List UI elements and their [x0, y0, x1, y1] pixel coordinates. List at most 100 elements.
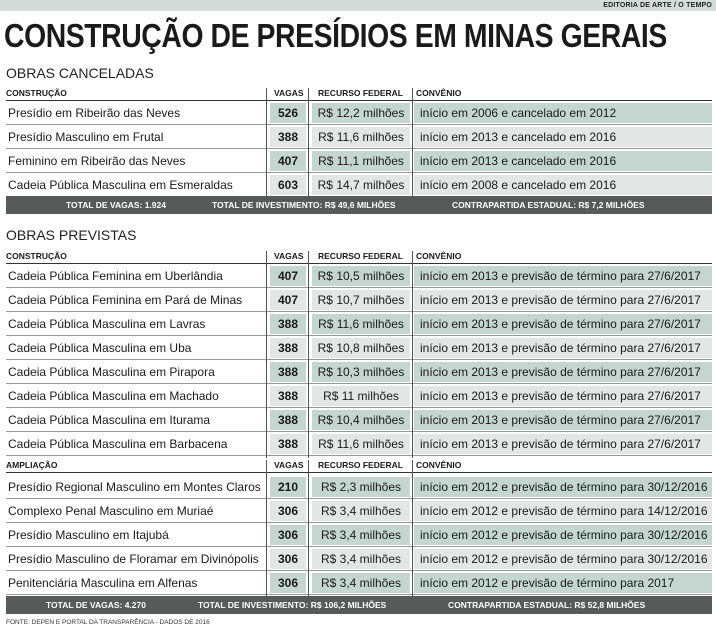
header-recurso: RECURSO FEDERAL: [318, 250, 403, 262]
table-row: Cadeia Pública Feminina em Uberlândia 407…: [6, 264, 712, 288]
header-vagas: VAGAS: [274, 250, 304, 262]
column-divider: [266, 460, 267, 596]
header-recurso: RECURSO FEDERAL: [318, 459, 403, 471]
vagas-cell: 603: [270, 175, 306, 195]
column-divider: [412, 251, 413, 458]
total-investimento: TOTAL DE INVESTIMENTO: R$ 49,6 MILHÕES: [212, 196, 396, 214]
column-divider: [308, 460, 309, 596]
name-cell: Cadeia Pública Masculina em Barbacena: [6, 434, 264, 454]
name-cell: Presídio em Ribeirão das Neves: [6, 103, 264, 123]
column-divider: [412, 88, 413, 196]
vagas-cell: 388: [270, 434, 306, 454]
table-row: Cadeia Pública Masculina em Barbacena 388…: [6, 432, 712, 456]
name-cell: Cadeia Pública Masculina em Machado: [6, 386, 264, 406]
name-cell: Cadeia Pública Masculina em Iturama: [6, 410, 264, 430]
table-row: Presídio Regional Masculino em Montes Cl…: [6, 475, 712, 499]
convenio-cell: início em 2013 e previsão de término par…: [414, 338, 712, 358]
name-cell: Penitenciária Masculina em Alfenas: [6, 573, 264, 593]
recurso-cell: R$ 3,4 milhões: [312, 525, 410, 545]
recurso-cell: R$ 10,3 milhões: [312, 362, 410, 382]
total-vagas: TOTAL DE VAGAS: 1.924: [66, 196, 166, 214]
table-row: Complexo Penal Masculino em Muriaé 306 R$ …: [6, 499, 712, 523]
vagas-cell: 306: [270, 525, 306, 545]
vagas-cell: 388: [270, 338, 306, 358]
header-convenio: CONVÊNIO: [416, 459, 461, 471]
vagas-cell: 306: [270, 549, 306, 569]
name-cell: Cadeia Pública Masculina em Esmeraldas: [6, 175, 264, 195]
vagas-cell: 388: [270, 410, 306, 430]
vagas-cell: 407: [270, 266, 306, 286]
table-row: Cadeia Pública Masculina em Pirapora 388 R…: [6, 360, 712, 384]
table-row: Cadeia Pública Masculina em Lavras 388 R$ …: [6, 312, 712, 336]
source-note: FONTE: DEPEN E PORTAL DA TRANSPARÊNCIA -…: [6, 619, 210, 627]
convenio-cell: início em 2013 e previsão de término par…: [414, 434, 712, 454]
name-cell: Feminino em Ribeirão das Neves: [6, 151, 264, 171]
table-row: Presídio Masculino de Floramar em Divinó…: [6, 547, 712, 571]
recurso-cell: R$ 10,4 milhões: [312, 410, 410, 430]
recurso-cell: R$ 12,2 milhões: [312, 103, 410, 123]
table-row: Presídio Masculino em Itajubá 306 R$ 3,4 m…: [6, 523, 712, 547]
name-cell: Presídio Masculino em Frutal: [6, 127, 264, 147]
vagas-cell: 388: [270, 314, 306, 334]
convenio-cell: início em 2013 e previsão de término par…: [414, 362, 712, 382]
vagas-cell: 388: [270, 127, 306, 147]
convenio-cell: início em 2012 e previsão de término par…: [414, 573, 712, 593]
convenio-cell: início em 2012 e previsão de término par…: [414, 525, 712, 545]
column-divider: [308, 251, 309, 458]
table-row: Presídio em Ribeirão das Neves 526 R$ 12,2…: [6, 101, 712, 125]
convenio-cell: início em 2012 e previsão de término par…: [414, 477, 712, 497]
table-row: Cadeia Pública Feminina em Pará de Minas…: [6, 288, 712, 312]
column-divider: [266, 88, 267, 196]
header-recurso: RECURSO FEDERAL: [318, 87, 403, 99]
convenio-cell: início em 2013 e cancelado em 2016: [414, 127, 712, 147]
convenio-cell: início em 2008 e cancelado em 2016: [414, 175, 712, 195]
recurso-cell: R$ 2,3 milhões: [312, 477, 410, 497]
name-cell: Cadeia Pública Feminina em Uberlândia: [6, 266, 264, 286]
vagas-cell: 526: [270, 103, 306, 123]
recurso-cell: R$ 11 milhões: [312, 386, 410, 406]
name-cell: Cadeia Pública Masculina em Uba: [6, 338, 264, 358]
header-convenio: CONVÊNIO: [416, 87, 461, 99]
convenio-cell: início em 2013 e previsão de término par…: [414, 314, 712, 334]
totals-bar-canceladas: TOTAL DE VAGAS: 1.924 TOTAL DE INVESTIME…: [6, 196, 712, 214]
convenio-cell: início em 2013 e previsão de término par…: [414, 290, 712, 310]
convenio-cell: início em 2012 e previsão de término par…: [414, 501, 712, 521]
header-row-ampliacao: AMPLIAÇÃO VAGAS RECURSO FEDERAL CONVÊNIO: [6, 458, 712, 473]
header-construcao: CONSTRUÇÃO: [6, 250, 67, 262]
vagas-cell: 388: [270, 386, 306, 406]
total-vagas: TOTAL DE VAGAS: 4.270: [46, 596, 146, 614]
name-cell: Cadeia Pública Feminina em Pará de Minas: [6, 290, 264, 310]
convenio-cell: início em 2013 e previsão de término par…: [414, 386, 712, 406]
table-row: Cadeia Pública Masculina em Esmeraldas 60…: [6, 173, 712, 197]
name-cell: Presídio Regional Masculino em Montes Cl…: [6, 477, 264, 497]
section-title-canceladas: OBRAS CANCELADAS: [6, 64, 154, 82]
page-title: CONSTRUÇÃO DE PRESÍDIOS EM MINAS GERAIS: [4, 14, 667, 58]
header-vagas: VAGAS: [274, 459, 304, 471]
contrapartida-estadual: CONTRAPARTIDA ESTADUAL: R$ 52,8 MILHÕES: [448, 596, 645, 614]
name-cell: Cadeia Pública Masculina em Pirapora: [6, 362, 264, 382]
header-ampliacao: AMPLIAÇÃO: [6, 459, 57, 471]
recurso-cell: R$ 11,6 milhões: [312, 127, 410, 147]
table-row: Cadeia Pública Masculina em Machado 388 R$…: [6, 384, 712, 408]
convenio-cell: início em 2006 e cancelado em 2012: [414, 103, 712, 123]
totals-bar-previstas: TOTAL DE VAGAS: 4.270 TOTAL DE INVESTIME…: [6, 596, 712, 614]
column-divider: [266, 251, 267, 458]
header-vagas: VAGAS: [274, 87, 304, 99]
vagas-cell: 306: [270, 573, 306, 593]
table-row: Cadeia Pública Masculina em Iturama 388 R$…: [6, 408, 712, 432]
table-row: Presídio Masculino em Frutal 388 R$ 11,6 m…: [6, 125, 712, 149]
recurso-cell: R$ 14,7 milhões: [312, 175, 410, 195]
contrapartida-estadual: CONTRAPARTIDA ESTADUAL: R$ 7,2 MILHÕES: [452, 196, 645, 214]
header-row-previstas: CONSTRUÇÃO VAGAS RECURSO FEDERAL CONVÊNI…: [6, 249, 712, 264]
editoria-credit: EDITORIA DE ARTE / O TEMPO: [603, 0, 712, 11]
recurso-cell: R$ 10,5 milhões: [312, 266, 410, 286]
table-row: Penitenciária Masculina em Alfenas 306 R$ …: [6, 571, 712, 595]
header-construcao: CONSTRUÇÃO: [6, 87, 67, 99]
recurso-cell: R$ 11,6 milhões: [312, 434, 410, 454]
name-cell: Cadeia Pública Masculina em Lavras: [6, 314, 264, 334]
column-divider: [308, 88, 309, 196]
recurso-cell: R$ 3,4 milhões: [312, 549, 410, 569]
name-cell: Complexo Penal Masculino em Muriaé: [6, 501, 264, 521]
vagas-cell: 407: [270, 290, 306, 310]
vagas-cell: 388: [270, 362, 306, 382]
